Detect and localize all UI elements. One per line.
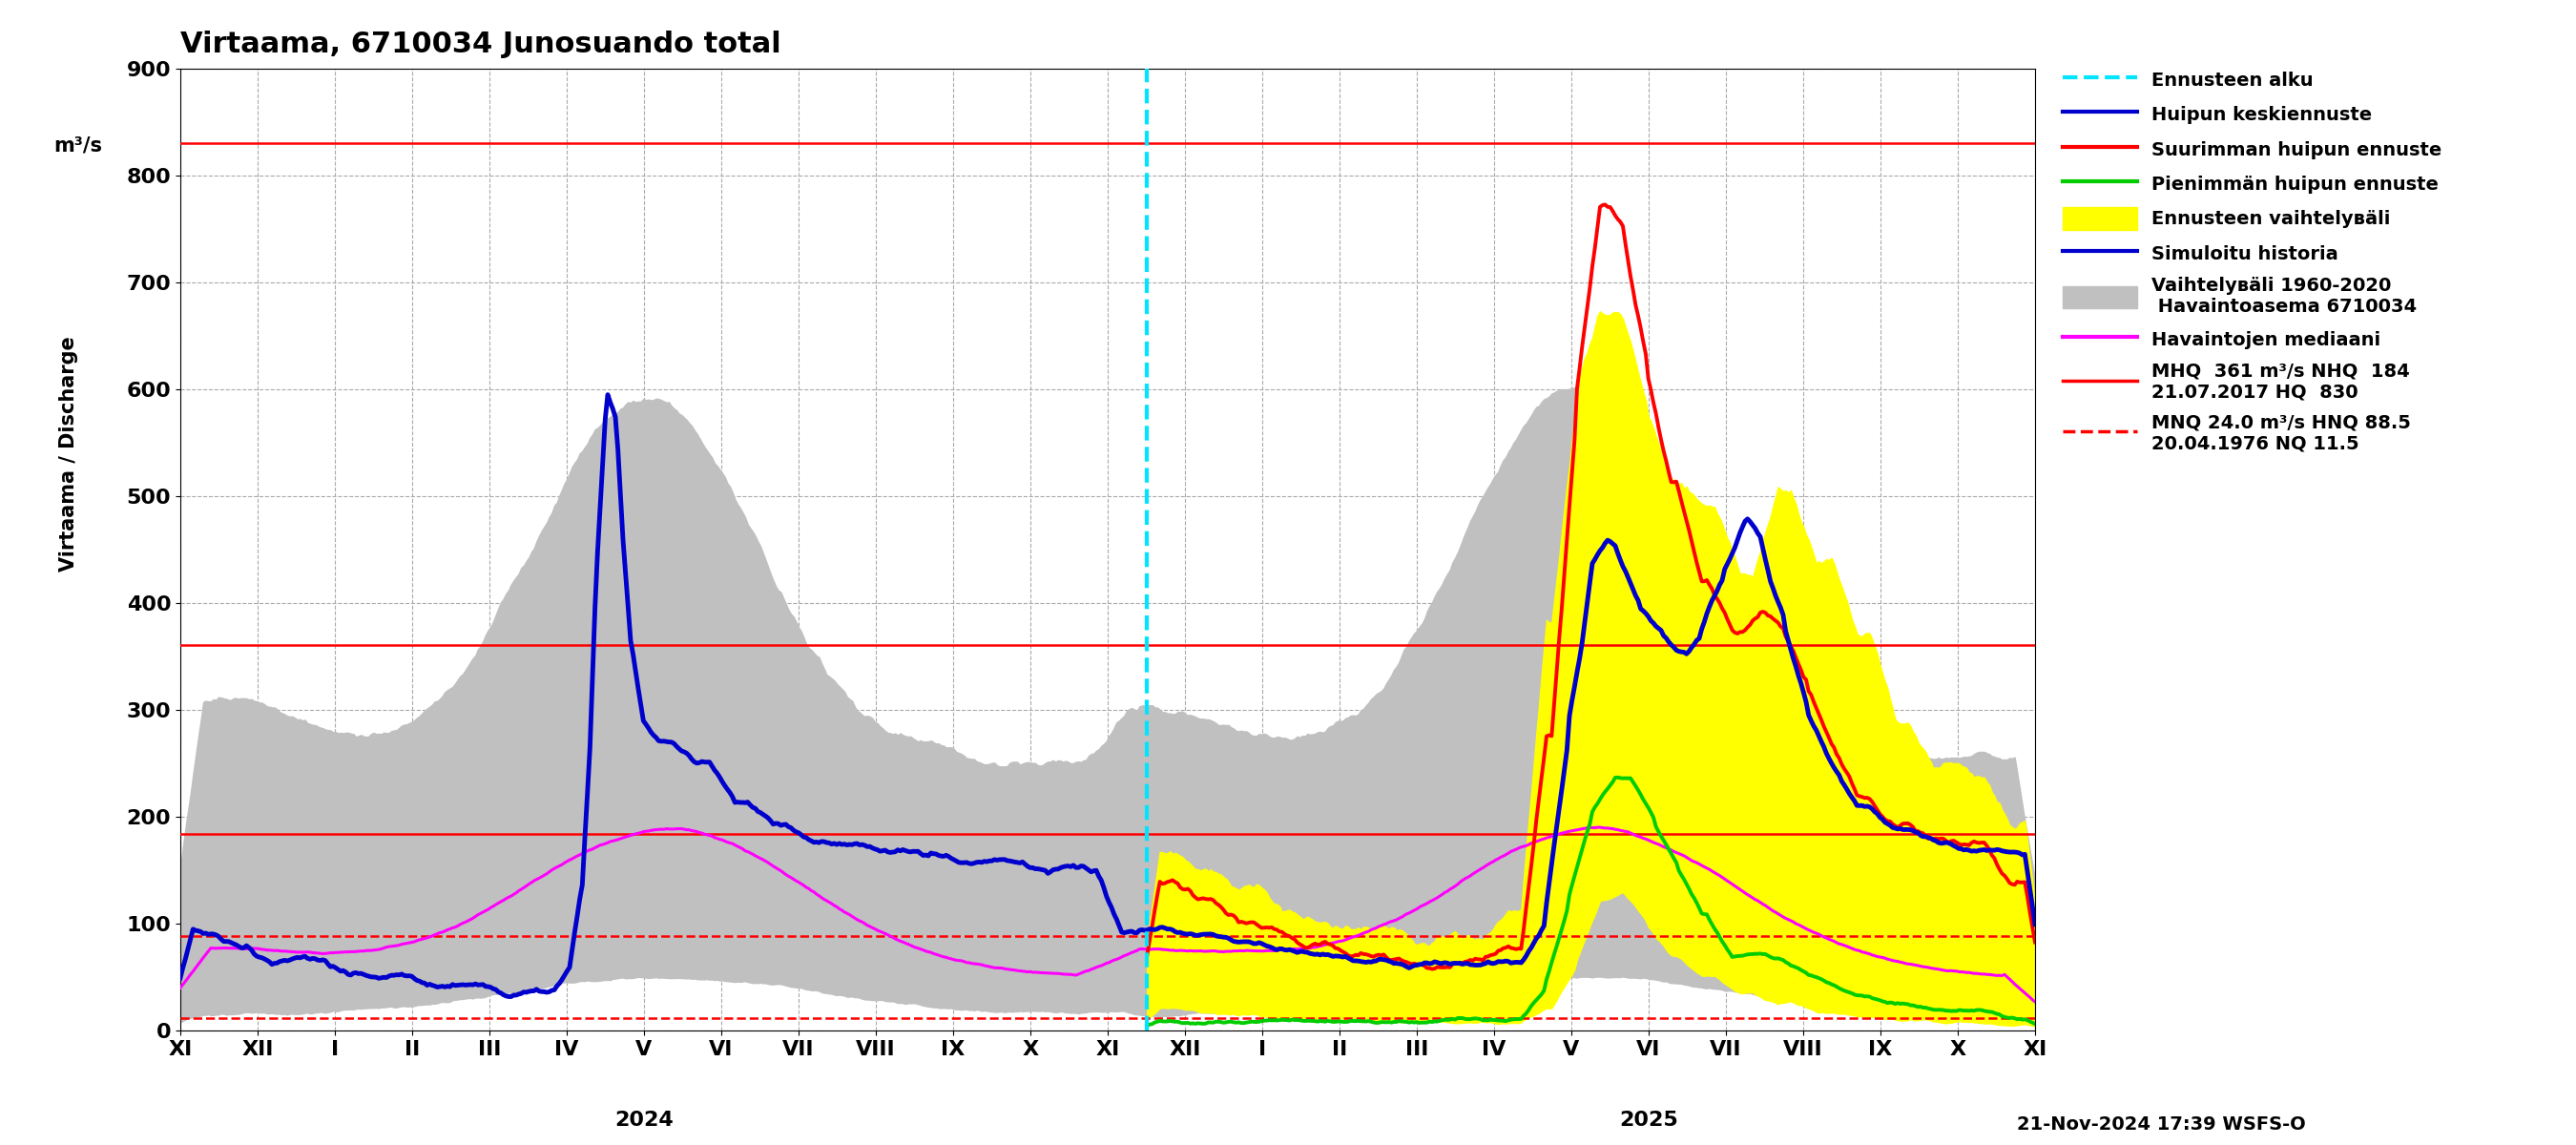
Text: Virtaama / Discharge: Virtaama / Discharge (59, 335, 80, 571)
Text: 2025: 2025 (1620, 1111, 1677, 1130)
Legend: Ennusteen alku, Huipun keskiennuste, Suurimman huipun ennuste, Pienimmän huipun : Ennusteen alku, Huipun keskiennuste, Suu… (2063, 69, 2442, 452)
Text: 21-Nov-2024 17:39 WSFS-O: 21-Nov-2024 17:39 WSFS-O (2017, 1115, 2306, 1134)
Text: 2024: 2024 (616, 1111, 672, 1130)
Text: Virtaama, 6710034 Junosuando total: Virtaama, 6710034 Junosuando total (180, 31, 781, 58)
Text: m³/s: m³/s (54, 136, 103, 156)
